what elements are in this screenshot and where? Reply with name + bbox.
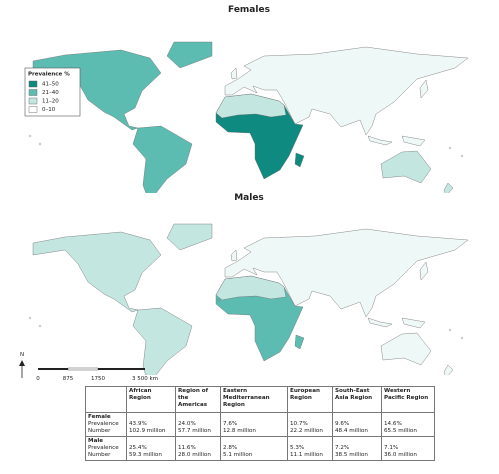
- column-header: Region of the Americas: [175, 386, 221, 413]
- row-label-cell: Male Prevalence Number: [85, 435, 127, 461]
- value-cell: 7.1% 36.0 million: [381, 435, 435, 461]
- cell-value: 10.7%: [290, 420, 308, 427]
- cell-value: 57.7 million: [178, 427, 211, 434]
- group-row: Female Prevalence Number 43.9% 102.9 millio…: [85, 412, 435, 437]
- cell-value: 43.9%: [129, 420, 147, 427]
- map-males: [29, 224, 468, 384]
- scale-label: 875: [63, 376, 74, 382]
- value-cell: 11.6% 28.0 million: [175, 435, 221, 461]
- cell-value: 5.3%: [290, 444, 305, 451]
- value-cell: 24.0% 57.7 million: [175, 412, 221, 437]
- header-cell: [85, 386, 127, 413]
- spacer: [384, 414, 432, 421]
- cell-value: 14.6%: [384, 420, 402, 427]
- value-cell: 2.8% 5.1 million: [220, 435, 288, 461]
- cell-value: 12.8 million: [223, 427, 256, 434]
- cell-value: 36.0 million: [384, 451, 417, 458]
- cell-value: 7.6%: [223, 420, 238, 427]
- row-label-cell: Female Prevalence Number: [85, 412, 127, 437]
- group-name: Female: [88, 414, 111, 420]
- cell-value: 48.4 million: [335, 427, 368, 434]
- cell-value: 38.5 million: [335, 451, 368, 458]
- scale-label: 0: [36, 376, 40, 382]
- row-label: Number: [88, 427, 111, 434]
- spacer: [178, 438, 218, 445]
- value-cell: 7.2% 38.5 million: [332, 435, 382, 461]
- cell-value: 102.9 million: [129, 427, 166, 434]
- spacer: [290, 438, 330, 445]
- column-header: Western Pacific Region: [381, 386, 435, 413]
- cell-value: 11.1 million: [290, 451, 323, 458]
- cell-value: 59.3 million: [129, 451, 162, 458]
- value-cell: 10.7% 22.2 million: [287, 412, 333, 437]
- spacer: [223, 438, 285, 445]
- spacer: [335, 414, 379, 421]
- spacer: [335, 438, 379, 445]
- scale-bar: N 0 875 1750 3 500 km: [19, 352, 158, 382]
- column-header: Eastern Mediterranean Region: [220, 386, 288, 413]
- legend-label: 0–10: [42, 107, 56, 113]
- map-title: Females: [228, 5, 270, 15]
- cell-value: 7.2%: [335, 444, 350, 451]
- summary-table: African Region Region of the Americas East…: [85, 386, 435, 461]
- cell-value: 25.4%: [129, 444, 147, 451]
- column-header: African Region: [126, 386, 176, 413]
- cell-value: 22.2 million: [290, 427, 323, 434]
- legend-label: 41–50: [42, 82, 59, 88]
- legend: Prevalence % 41–50 21–40 11–20 0–10: [24, 67, 81, 117]
- row-label: Number: [88, 451, 111, 458]
- legend-swatch: [28, 106, 38, 113]
- legend-swatch: [28, 97, 38, 105]
- value-cell: 43.9% 102.9 million: [126, 412, 176, 437]
- spacer: [223, 414, 285, 421]
- value-cell: 7.6% 12.8 million: [220, 412, 288, 437]
- column-header: European Region: [287, 386, 333, 413]
- value-cell: 9.6% 48.4 million: [332, 412, 382, 437]
- group-name: Male: [88, 437, 104, 444]
- column-header: South-East Asia Region: [332, 386, 382, 413]
- legend-swatch: [28, 80, 38, 88]
- row-label: Prevalence: [88, 444, 119, 451]
- scale-segment: [98, 368, 145, 370]
- spacer: [384, 438, 432, 445]
- header-row: African Region Region of the Americas East…: [85, 386, 435, 413]
- spacer: [129, 414, 173, 421]
- map-title: Males: [234, 193, 264, 203]
- scale-segment: [67, 367, 99, 371]
- cell-value: 24.0%: [178, 420, 196, 427]
- spacer: [290, 414, 330, 421]
- legend-swatch: [28, 89, 38, 96]
- spacer: [178, 414, 218, 421]
- cell-value: 11.6%: [178, 444, 196, 451]
- cell-value: 28.0 million: [178, 451, 211, 458]
- row-label: Prevalence: [88, 420, 119, 427]
- spacer: [129, 438, 173, 445]
- cell-value: 2.8%: [223, 444, 238, 451]
- cell-value: 65.5 million: [384, 427, 417, 434]
- scale-label: 3 500 km: [132, 376, 158, 382]
- north-arrow-head: [19, 360, 25, 366]
- value-cell: 14.6% 65.5 million: [381, 412, 435, 437]
- legend-label: 11–20: [42, 99, 59, 105]
- north-label: N: [20, 352, 24, 358]
- value-cell: 25.4% 59.3 million: [126, 435, 176, 461]
- cell-value: 5.1 million: [223, 451, 253, 458]
- map-females: [29, 42, 468, 202]
- scale-label: 1750: [91, 376, 105, 382]
- value-cell: 5.3% 11.1 million: [287, 435, 333, 461]
- legend-title: Prevalence %: [28, 72, 70, 78]
- cell-value: 9.6%: [335, 420, 350, 427]
- cell-value: 7.1%: [384, 444, 399, 451]
- scale-segment: [38, 368, 68, 370]
- group-row: Male Prevalence Number 25.4% 59.3 million 1…: [85, 435, 435, 461]
- legend-label: 21–40: [42, 90, 59, 96]
